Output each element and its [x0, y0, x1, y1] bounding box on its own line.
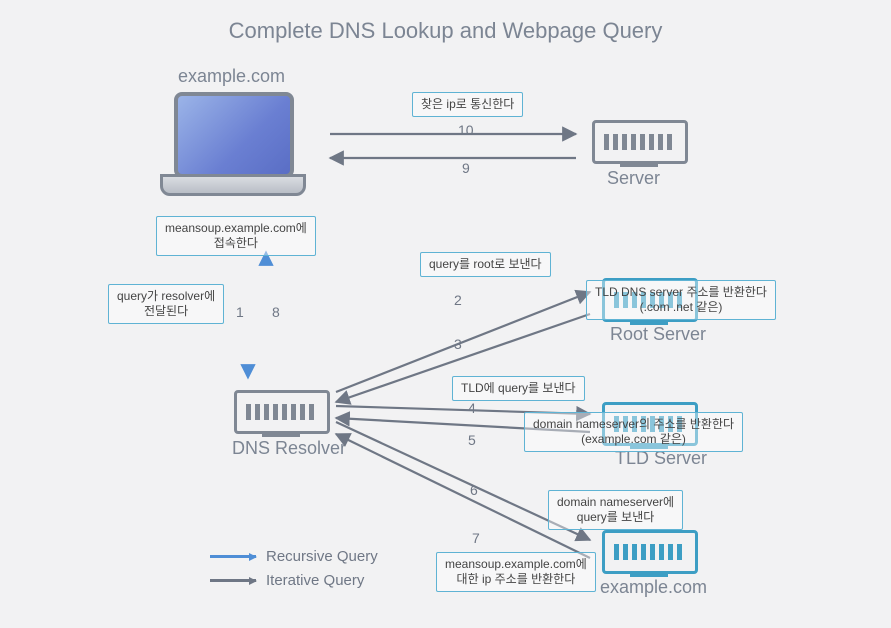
server-node: [592, 120, 688, 164]
annot-step1: query가 resolver에 전달된다: [108, 284, 224, 324]
annot-client: meansoup.example.com에 접속한다: [156, 216, 316, 256]
annot-step6: domain nameserver에 query를 보낸다: [548, 490, 683, 530]
annot-step7: meansoup.example.com에 대한 ip 주소를 반환한다: [436, 552, 596, 592]
server-teeth-icon: [604, 134, 676, 150]
annot-step4: TLD에 query를 보낸다: [452, 376, 585, 401]
client-laptop: [160, 92, 300, 202]
annot-step2: query를 root로 보낸다: [420, 252, 551, 277]
authoritative-server-node: [602, 530, 698, 574]
laptop-screen: [174, 92, 294, 178]
server-teeth-icon: [614, 544, 686, 560]
annot-step5: domain nameserver의 주소를 반환한다 (example.com…: [524, 412, 743, 452]
annot-step3: TLD DNS server 주소를 반환한다 (.com .net 같은): [586, 280, 776, 320]
annot-step10: 찾은 ip로 통신한다: [412, 92, 523, 117]
resolver-node: [234, 390, 330, 434]
server-teeth-icon: [246, 404, 318, 420]
laptop-base: [160, 174, 306, 196]
